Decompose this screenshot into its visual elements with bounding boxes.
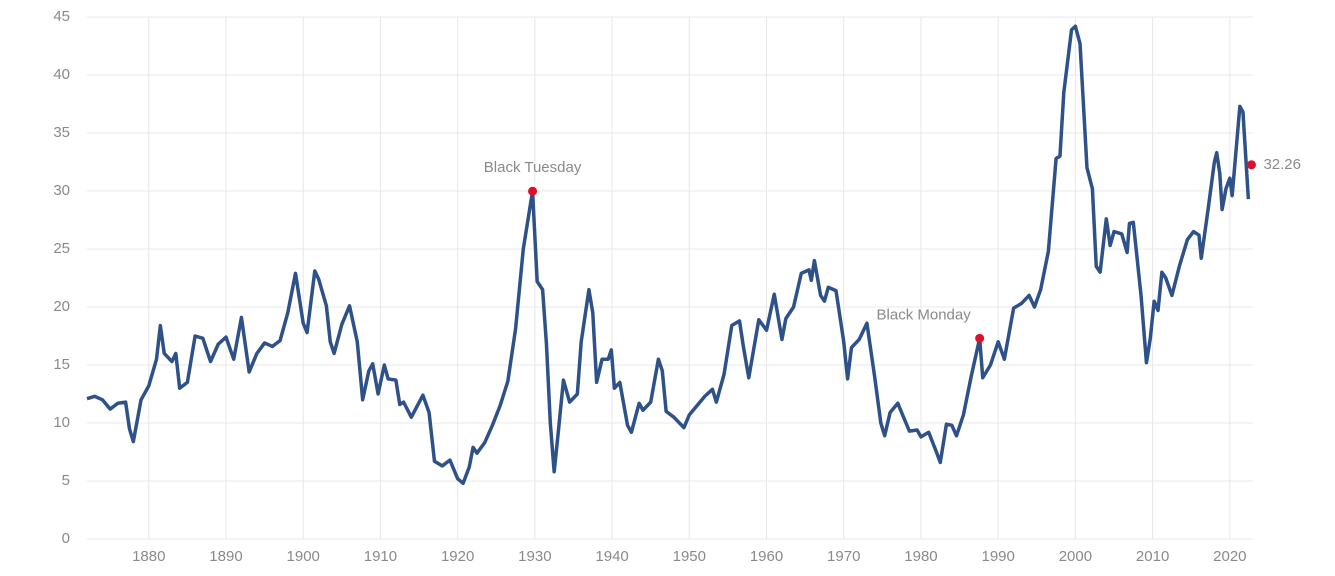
x-tick-label: 1900 bbox=[287, 548, 320, 565]
annotation-label: Black Tuesday bbox=[484, 159, 582, 176]
y-tick-label: 20 bbox=[53, 298, 70, 315]
y-tick-label: 40 bbox=[53, 66, 70, 83]
annotation-label: 32.26 bbox=[1263, 156, 1301, 173]
y-tick-label: 35 bbox=[53, 124, 70, 141]
x-tick-label: 1890 bbox=[209, 548, 242, 565]
x-tick-label: 1960 bbox=[750, 548, 783, 565]
x-tick-label: 1920 bbox=[441, 548, 474, 565]
x-tick-label: 1930 bbox=[518, 548, 551, 565]
annotation-label: Black Monday bbox=[877, 306, 972, 323]
x-tick-label: 1980 bbox=[904, 548, 937, 565]
data-line bbox=[86, 24, 1251, 486]
annotation-dot bbox=[975, 333, 985, 343]
x-tick-label: 1940 bbox=[595, 548, 628, 565]
x-tick-label: 2000 bbox=[1059, 548, 1092, 565]
x-tick-label: 2020 bbox=[1213, 548, 1246, 565]
y-tick-label: 10 bbox=[53, 414, 70, 431]
y-tick-label: 45 bbox=[53, 8, 70, 25]
annotation-dot bbox=[528, 186, 538, 196]
y-tick-label: 5 bbox=[62, 472, 70, 489]
annotation-dot bbox=[1246, 160, 1256, 170]
y-tick-label: 25 bbox=[53, 240, 70, 257]
x-tick-label: 1950 bbox=[673, 548, 706, 565]
x-tick-label: 1990 bbox=[981, 548, 1014, 565]
x-tick-label: 2010 bbox=[1136, 548, 1169, 565]
y-tick-label: 30 bbox=[53, 182, 70, 199]
x-tick-label: 1970 bbox=[827, 548, 860, 565]
x-tick-label: 1910 bbox=[364, 548, 397, 565]
x-tick-label: 1880 bbox=[132, 548, 165, 565]
y-tick-label: 0 bbox=[62, 530, 70, 547]
y-tick-label: 15 bbox=[53, 356, 70, 373]
